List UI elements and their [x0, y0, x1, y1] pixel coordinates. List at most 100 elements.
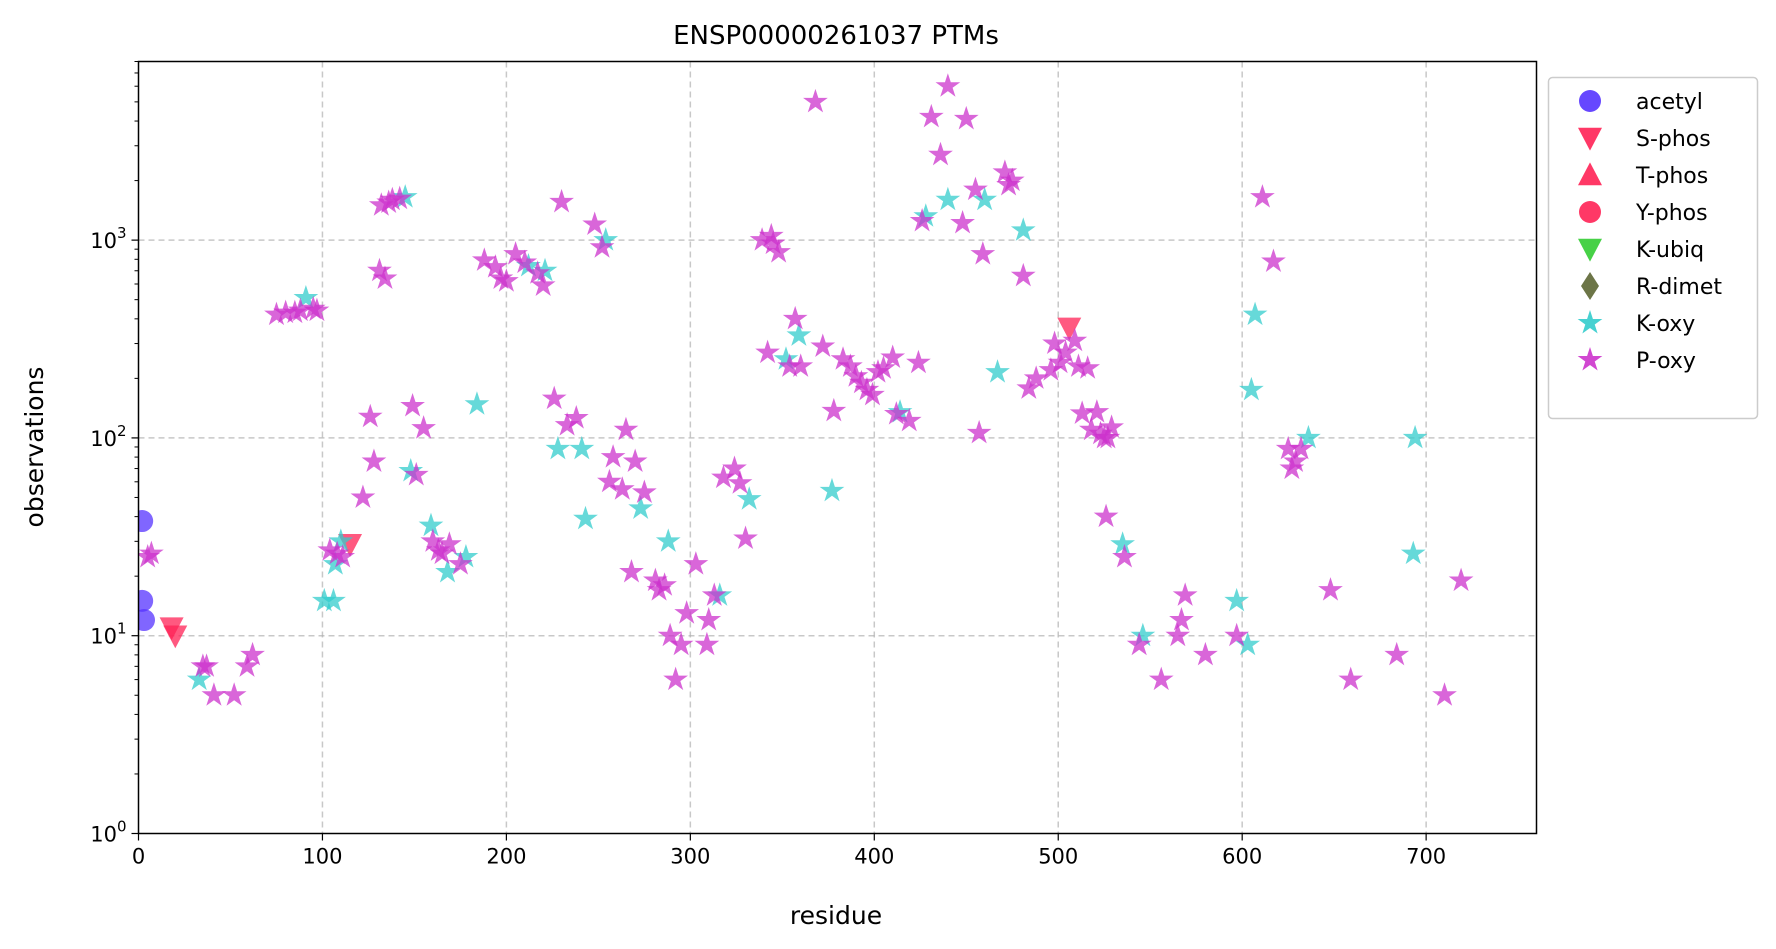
data-point-p-oxy: [387, 185, 413, 210]
data-point-p-oxy: [288, 297, 313, 322]
data-point-p-oxy: [766, 239, 791, 263]
data-point-p-oxy: [953, 105, 979, 130]
data-point-k-oxy: [935, 186, 961, 211]
data-point-k-oxy: [913, 203, 939, 227]
data-point-p-oxy: [139, 540, 164, 565]
legend-item-k-oxy: K-oxy: [1577, 310, 1695, 337]
x-axis: 0 100 200 300 400 500 600 700: [132, 833, 1446, 869]
data-point-k-oxy: [186, 666, 212, 691]
data-point-p-oxy: [1088, 420, 1113, 445]
data-point-p-oxy: [494, 268, 519, 292]
data-point-p-oxy: [1099, 414, 1124, 438]
data-point-k-oxy: [655, 528, 681, 552]
y-tick-label: 103: [90, 224, 126, 253]
data-point-k-oxy: [786, 322, 812, 346]
data-point-p-oxy: [758, 222, 784, 247]
data-point-k-oxy: [985, 359, 1010, 383]
data-point-p-oxy: [1093, 503, 1119, 528]
legend-label: Y-phos: [1635, 201, 1708, 226]
data-point-p-oxy: [1078, 416, 1104, 441]
data-point-p-oxy: [683, 551, 709, 575]
circle-icon: [1579, 90, 1601, 112]
data-point-p-oxy: [1165, 622, 1191, 647]
data-point-p-oxy: [1075, 355, 1101, 379]
x-tick-label: 300: [670, 845, 710, 869]
data-point-p-oxy: [674, 600, 700, 624]
data-point-p-oxy: [1053, 339, 1078, 364]
data-point-p-oxy: [777, 353, 803, 377]
data-point-k-oxy: [819, 477, 845, 502]
x-tick-label: 700: [1406, 845, 1446, 869]
y-axis: 100 101 102 103: [90, 61, 139, 847]
data-point-p-oxy: [437, 531, 462, 555]
data-point-p-oxy: [909, 207, 935, 232]
data-point-p-oxy: [1084, 399, 1110, 423]
data-points: [139, 73, 1474, 706]
data-point-p-oxy: [1169, 607, 1194, 631]
data-point-p-oxy: [643, 567, 668, 592]
data-point-p-oxy: [963, 176, 988, 201]
data-point-k-oxy: [773, 346, 799, 370]
x-tick-label: 100: [302, 845, 342, 869]
data-point-p-oxy: [330, 544, 356, 568]
data-point-p-oxy: [860, 381, 885, 406]
data-point-p-oxy: [854, 376, 880, 401]
data-point-p-oxy: [367, 257, 392, 282]
data-point-k-oxy: [593, 227, 619, 251]
data-point-p-oxy: [1112, 544, 1137, 568]
legend-label: S-phos: [1636, 127, 1711, 152]
data-point-k-oxy: [1110, 531, 1135, 555]
x-tick-label: 0: [132, 845, 145, 869]
data-point-p-oxy: [1338, 666, 1364, 691]
legend-label: K-ubiq: [1636, 238, 1704, 263]
chart-title: ENSP00000261037 PTMs: [673, 21, 999, 51]
star-icon: [1577, 310, 1603, 334]
legend-item-p-oxy: P-oxy: [1577, 347, 1696, 374]
data-point-p-oxy: [554, 412, 580, 436]
data-point-k-oxy: [453, 544, 479, 568]
data-point-p-oxy: [1016, 375, 1042, 399]
y-tick-label: 102: [90, 422, 126, 451]
data-point-p-oxy: [411, 415, 436, 439]
data-point-k-oxy: [545, 435, 571, 460]
data-point-p-oxy: [694, 631, 720, 656]
data-point-p-oxy: [1250, 184, 1275, 208]
data-point-p-oxy: [1448, 567, 1474, 592]
star-icon: [1577, 347, 1603, 371]
data-point-p-oxy: [696, 607, 722, 631]
data-point-p-oxy: [597, 468, 622, 493]
triangle-down-icon: [1578, 127, 1602, 151]
data-point-p-oxy: [838, 353, 863, 377]
y-axis-label: observations: [20, 367, 49, 528]
plot-frame: [137, 60, 1538, 835]
legend-item-s-phos: S-phos: [1578, 127, 1711, 152]
data-point-p-oxy: [788, 353, 814, 377]
data-point-p-oxy: [755, 339, 780, 364]
x-tick-label: 400: [854, 845, 894, 869]
data-point-p-oxy: [264, 301, 289, 326]
data-point-p-oxy: [722, 455, 747, 480]
diamond-icon: [1581, 272, 1599, 300]
data-point-k-oxy: [321, 587, 346, 612]
data-point-p-oxy: [749, 227, 775, 251]
data-point-p-oxy: [1069, 400, 1095, 424]
data-point-p-oxy: [1126, 631, 1152, 656]
data-point-p-oxy: [733, 525, 758, 550]
data-point-p-oxy: [1275, 435, 1301, 460]
x-axis-label: residue: [790, 901, 882, 930]
legend-item-acetyl: acetyl: [1579, 90, 1703, 115]
legend-label: P-oxy: [1636, 349, 1696, 374]
data-point-k-oxy: [1235, 631, 1261, 656]
data-point-p-oxy: [668, 631, 694, 656]
data-point-p-oxy: [821, 397, 847, 422]
data-point-k-oxy: [328, 528, 354, 552]
data-point-p-oxy: [400, 393, 425, 417]
data-point-k-oxy: [1402, 424, 1428, 449]
data-point-p-oxy: [1010, 262, 1036, 287]
data-point-p-oxy: [918, 103, 944, 128]
data-point-p-oxy: [361, 448, 387, 473]
data-point-p-oxy: [372, 265, 398, 289]
data-point-p-oxy: [563, 405, 589, 429]
data-point-p-oxy: [1261, 248, 1286, 272]
data-point-p-oxy: [613, 416, 639, 441]
